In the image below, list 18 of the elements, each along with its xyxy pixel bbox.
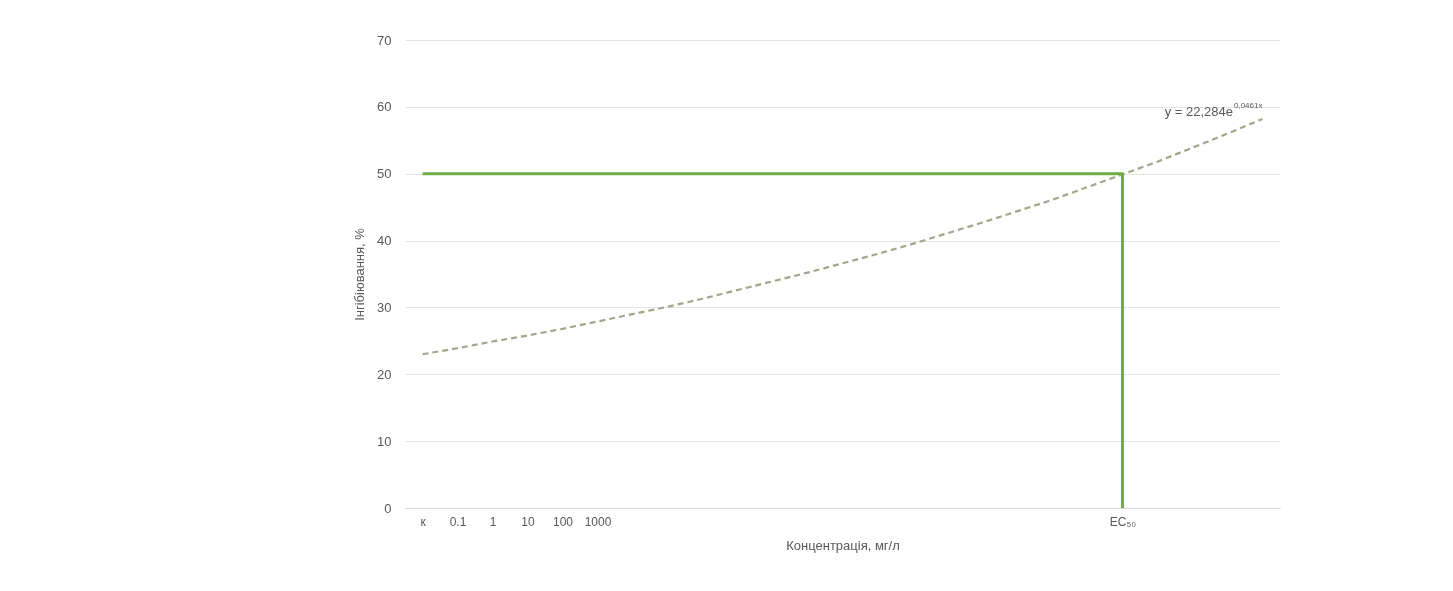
x-tick-label: к — [420, 514, 427, 529]
x-tick-label: 0.1 — [449, 514, 467, 529]
y-tick-label: 0 — [384, 500, 392, 516]
x-tick-label: EC₅₀ — [1109, 514, 1137, 529]
y-tick-label: 60 — [377, 99, 392, 115]
x-tick-label: 100 — [552, 514, 574, 529]
y-tick-label: 50 — [377, 166, 392, 182]
y-tick-label: 20 — [377, 366, 392, 382]
x-axis-title: Концентрація, мг/л — [786, 537, 900, 553]
y-tick-label: 30 — [377, 299, 392, 315]
y-axis-title: Інгібіювання, % — [352, 227, 368, 321]
y-tick-label: 10 — [377, 433, 392, 449]
y-tick-label: 40 — [377, 233, 392, 249]
x-tick-label: 10 — [521, 514, 535, 529]
line-series — [421, 117, 1264, 356]
y-tick-label: 70 — [377, 32, 392, 48]
x-tick-label: 1000 — [584, 514, 612, 529]
x-tick-label: 1 — [489, 514, 497, 529]
